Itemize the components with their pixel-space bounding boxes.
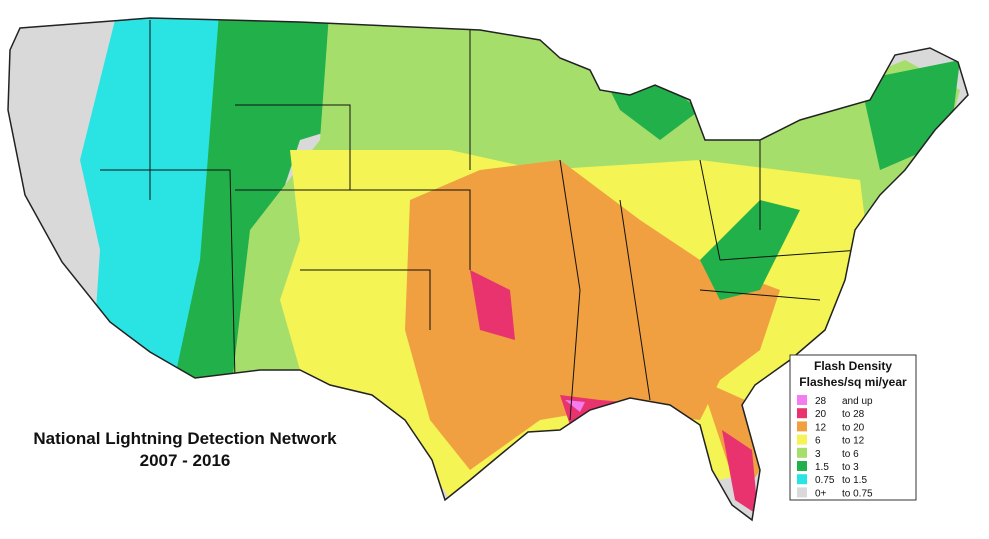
legend-high: to 0.75 [842,488,873,499]
legend-subtitle: Flashes/sq mi/year [799,375,907,389]
us-outline [7,17,969,522]
legend-low: 0+ [815,488,827,499]
legend-swatch [797,461,807,471]
legend-swatch [797,487,807,498]
density-region [470,270,515,340]
legend-title: Flash Density [814,359,892,373]
legend-swatch [797,421,807,432]
legend-low: 0.75 [815,475,835,486]
subtitle: 2007 - 2016 [140,451,231,470]
density-region [565,400,585,412]
legend-high: to 20 [842,422,865,433]
legend-low: 20 [815,409,827,420]
legend-high: to 28 [842,409,865,420]
legend-low: 1.5 [815,462,829,473]
legend-swatch [797,408,807,419]
legend-low: 6 [815,436,821,447]
legend-swatch [797,434,807,445]
legend-box [789,354,917,501]
state-borders [100,20,861,421]
legend-swatch [797,447,807,458]
density-region [230,18,960,400]
legend-low: 28 [815,396,827,407]
legend-high: to 6 [842,449,859,460]
legend-low: 3 [815,449,821,460]
legend-high: to 1.5 [842,475,867,486]
legend-high: and up [842,396,873,407]
density-region [405,160,780,470]
title: National Lightning Detection Network [33,429,337,448]
legend-high: to 3 [842,462,859,473]
density-region [170,18,560,400]
legend-swatch [797,395,807,405]
legend-high: to 12 [842,436,865,447]
density-region [722,430,758,515]
legend-swatch [797,474,807,485]
legend-low: 12 [815,422,827,433]
density-region [700,200,800,300]
legend: Flash Density Flashes/sq mi/year 28 and u… [789,354,917,501]
